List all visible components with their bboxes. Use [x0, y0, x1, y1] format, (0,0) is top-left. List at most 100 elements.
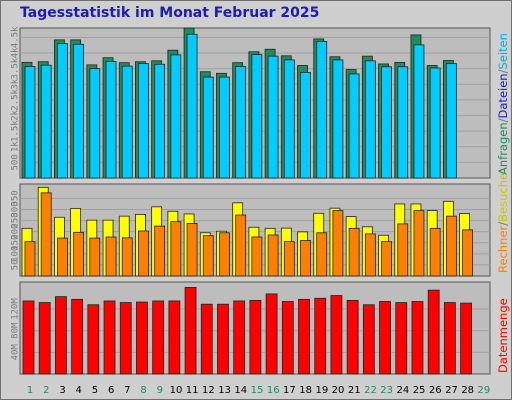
bar-rechner-day-18: [300, 240, 311, 277]
x-tick-label: 10: [170, 385, 183, 396]
x-tick-label: 13: [218, 385, 231, 396]
x-tick-label: 25: [413, 385, 426, 396]
x-tick-label: 9: [157, 385, 163, 396]
bar-rechner-day-24: [397, 223, 409, 277]
right-label-part: /: [496, 222, 510, 226]
bar-datenmenge-day-25: [411, 301, 424, 375]
bar-rechner-day-9: [154, 225, 166, 277]
bar-datenmenge-day-27: [443, 302, 456, 375]
bar-dateien-day-8: [138, 63, 149, 179]
y-tick-label: 1.5k: [11, 120, 21, 142]
y-tick-label: 2.5k: [11, 88, 21, 110]
bar-dateien-day-21: [348, 73, 360, 179]
x-tick-label: 15: [251, 385, 264, 396]
bar-datenmenge-day-21: [346, 299, 359, 375]
x-tick-label: 3: [59, 385, 65, 396]
x-tick-label: 12: [202, 385, 215, 396]
bar-rechner-day-17: [283, 241, 295, 277]
bar-datenmenge-day-16: [265, 293, 278, 375]
bar-datenmenge-day-24: [395, 302, 408, 375]
x-tick-label: 14: [234, 385, 247, 396]
y-tick-label: 350: [11, 190, 21, 206]
bar-rechner-day-20: [332, 210, 344, 277]
x-tick-label: 11: [186, 385, 199, 396]
bar-dateien-day-2: [40, 64, 52, 179]
bar-datenmenge-day-11: [184, 287, 197, 375]
bar-datenmenge-day-19: [314, 297, 327, 375]
x-tick-label: 16: [267, 385, 280, 396]
bar-rechner-day-2: [40, 192, 52, 277]
bar-rechner-day-15: [251, 236, 263, 277]
x-tick-label: 1: [27, 385, 33, 396]
y-tick-label: 250: [11, 212, 21, 228]
bar-dateien-day-4: [73, 43, 85, 179]
bar-dateien-day-22: [364, 60, 376, 179]
bar-datenmenge-day-8: [136, 301, 148, 375]
y-tick-label: 200: [11, 224, 21, 240]
bar-dateien-day-3: [57, 43, 68, 179]
bar-rechner-day-10: [170, 221, 182, 277]
bar-dateien-day-16: [267, 55, 279, 179]
x-tick-label: 29: [478, 385, 491, 396]
y-tick-label: 150: [11, 235, 21, 251]
bar-datenmenge-day-9: [152, 300, 165, 375]
bar-rechner-day-26: [429, 227, 441, 277]
bar-dateien-day-26: [429, 67, 441, 179]
y-tick-label: 500: [11, 154, 21, 170]
right-label-part: Rechner: [496, 225, 510, 273]
y-tick-label: 3.5k: [11, 57, 21, 79]
series-rechner: [24, 192, 473, 277]
bar-datenmenge-day-28: [460, 302, 472, 375]
bar-rechner-day-4: [73, 231, 85, 277]
bar-rechner-day-16: [267, 234, 279, 277]
right-label-top: Anfragen/Dateien/Seiten: [496, 33, 510, 175]
bar-rechner-day-12: [202, 235, 214, 277]
bar-dateien-day-13: [219, 76, 230, 179]
bar-dateien-day-11: [186, 33, 198, 179]
x-tick-label: 20: [332, 385, 345, 396]
bar-dateien-day-9: [154, 63, 166, 179]
bar-rechner-day-7: [121, 237, 133, 277]
y-tick-label: 4k: [11, 47, 21, 58]
x-tick-label: 27: [445, 385, 458, 396]
bar-rechner-day-27: [445, 215, 457, 277]
bar-dateien-day-12: [202, 76, 214, 179]
bar-datenmenge-day-23: [379, 301, 391, 375]
bar-datenmenge-day-3: [55, 296, 67, 375]
series-datenmenge: [22, 287, 472, 375]
bar-datenmenge-day-5: [87, 304, 100, 375]
bar-datenmenge-day-13: [217, 303, 229, 375]
y-tick-label: 120M: [11, 298, 21, 320]
bar-rechner-day-5: [89, 237, 101, 277]
bar-dateien-day-17: [283, 59, 295, 179]
bar-rechner-day-6: [105, 236, 117, 277]
bar-dateien-day-24: [397, 66, 409, 179]
bar-rechner-day-3: [57, 237, 68, 277]
bar-dateien-day-18: [300, 71, 311, 179]
bar-rechner-day-21: [348, 227, 360, 277]
bar-datenmenge-day-2: [38, 302, 51, 375]
x-tick-label: 4: [76, 385, 82, 396]
right-label-middle: Rechner/Besuche: [496, 173, 510, 273]
bar-rechner-day-19: [316, 232, 328, 277]
x-tick-label: 24: [396, 385, 409, 396]
right-label-bottom: Datenmenge: [496, 298, 510, 373]
bar-dateien-day-23: [381, 66, 392, 179]
bar-dateien-day-15: [251, 54, 263, 179]
bar-datenmenge-day-4: [71, 298, 84, 375]
bar-dateien-day-1: [24, 66, 36, 179]
bar-datenmenge-day-6: [103, 300, 116, 375]
y-tick-label: 4.5k: [11, 26, 21, 48]
y-tick-label: 1k: [11, 141, 21, 152]
x-tick-label: 23: [380, 385, 393, 396]
bar-dateien-day-14: [235, 66, 247, 179]
bar-datenmenge-day-18: [298, 298, 310, 375]
bar-datenmenge-day-7: [119, 302, 132, 375]
y-tick-label: 100: [11, 246, 21, 262]
bar-dateien-day-10: [170, 54, 182, 179]
bar-datenmenge-day-22: [362, 304, 375, 375]
x-tick-label: 19: [315, 385, 328, 396]
